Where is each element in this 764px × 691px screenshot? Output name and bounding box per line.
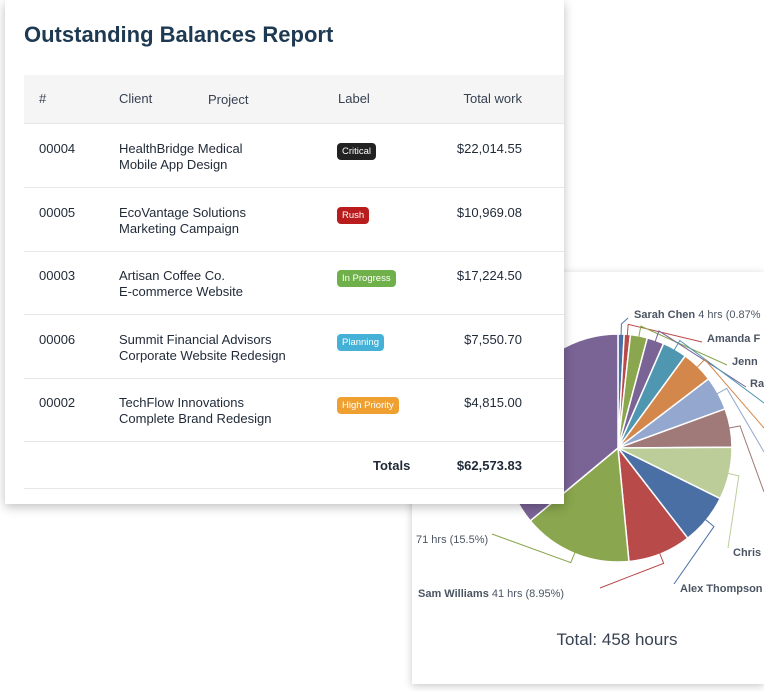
- row-client: TechFlow Innovations: [119, 395, 245, 410]
- column-header-project: Project: [208, 92, 249, 107]
- pie-callout-line: [638, 325, 728, 366]
- pie-slice-label: Chris: [733, 547, 761, 559]
- pie-slice-label: Amanda F: [707, 333, 760, 345]
- table-row[interactable]: 00003 Artisan Coffee Co. E-commerce Websit…: [24, 251, 564, 315]
- status-badge: Planning: [337, 333, 384, 351]
- row-client-project: Artisan Coffee Co. E-commerce Website: [119, 268, 243, 300]
- row-client-project: Summit Financial Advisors Corporate Websi…: [119, 332, 286, 364]
- row-total-work: $7,550.70: [464, 331, 522, 347]
- row-client-project: HealthBridge Medical Mobile App Design: [119, 141, 243, 173]
- table-row[interactable]: 00005 EcoVantage Solutions Marketing Campa…: [24, 188, 564, 252]
- totals-value: $62,573.83: [456, 458, 522, 473]
- page-title: Outstanding Balances Report: [24, 22, 334, 47]
- outstanding-balances-report: Outstanding Balances Report # Client Pro…: [5, 0, 564, 504]
- pie-total-label: Total: 458 hours: [556, 630, 678, 649]
- pie-callout-line: [728, 425, 764, 493]
- totals-label: Totals: [373, 458, 411, 473]
- pie-slice-label: Jenn: [732, 356, 758, 368]
- column-header-client: Client: [119, 91, 153, 106]
- row-client-project: EcoVantage Solutions Marketing Campaign: [119, 205, 246, 237]
- row-project: Marketing Campaign: [119, 220, 239, 236]
- row-number: 00003: [39, 268, 76, 283]
- row-client: Summit Financial Advisors: [119, 331, 272, 347]
- row-number: 00002: [39, 395, 76, 410]
- pie-callout-line: [673, 339, 764, 404]
- row-total-work: $22,014.55: [456, 141, 522, 156]
- row-number: 00004: [39, 141, 76, 156]
- pie-slice-label: Sarah Chen 4 hrs (0.87%: [634, 309, 761, 321]
- pie-callout-line: [716, 387, 764, 453]
- table-row[interactable]: 00002 TechFlow Innovations Complete Brand …: [24, 378, 564, 442]
- pie-callout-line: [626, 323, 703, 343]
- row-client-project: TechFlow Innovations Complete Brand Redes…: [119, 395, 271, 427]
- status-badge: Rush: [337, 206, 370, 224]
- row-number: 00005: [39, 204, 76, 220]
- pie-slice-label: Sam Williams 41 hrs (8.95%): [418, 588, 564, 600]
- row-total-work: $17,224.50: [456, 268, 522, 283]
- row-project: Complete Brand Redesign: [119, 411, 272, 426]
- pie-slice-label: 71 hrs (15.5%): [416, 534, 488, 546]
- row-client: EcoVantage Solutions: [119, 204, 246, 220]
- pie-callout-line: [696, 358, 764, 429]
- row-project: Corporate Website Redesign: [119, 347, 286, 363]
- pie-callout-line: [491, 533, 576, 564]
- table-row[interactable]: 00006 Summit Financial Advisors Corporate …: [24, 315, 564, 379]
- column-header-total-work: Total work: [463, 91, 522, 106]
- pie-slice-label: Ra: [750, 378, 764, 390]
- pie-callout-line: [599, 551, 665, 589]
- status-badge: Critical: [337, 143, 377, 160]
- pie-callout-line: [673, 518, 715, 585]
- row-total-work: $4,815.00: [464, 395, 522, 410]
- row-number: 00006: [39, 331, 76, 347]
- row-project: Mobile App Design: [119, 157, 228, 172]
- row-total-work: $10,969.08: [456, 204, 522, 220]
- row-client: Artisan Coffee Co.: [119, 268, 225, 283]
- pie-callout-line: [727, 472, 740, 549]
- table-row[interactable]: 00004 HealthBridge Medical Mobile App Desi…: [24, 124, 564, 188]
- column-header-label: Label: [338, 91, 370, 106]
- totals-row: Totals $62,573.83: [24, 441, 564, 489]
- row-client: HealthBridge Medical: [119, 141, 243, 156]
- row-project: E-commerce Website: [119, 284, 244, 299]
- table-header: # Client Project Label Total work: [24, 75, 564, 124]
- pie-callout-line: [620, 317, 629, 337]
- column-header-number: #: [39, 91, 47, 106]
- pie-slice-label: Alex Thompson: [680, 583, 763, 595]
- status-badge: High Priority: [337, 397, 399, 414]
- status-badge: In Progress: [337, 270, 396, 287]
